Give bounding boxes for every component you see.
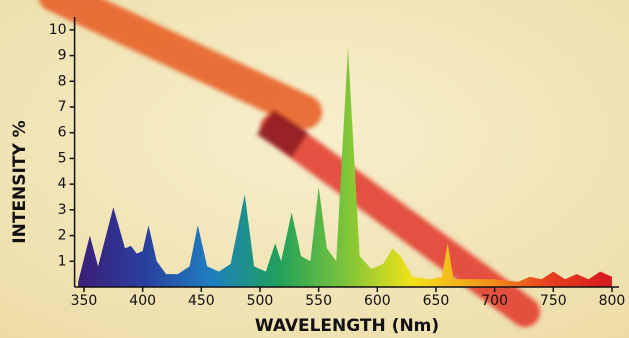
y-tick-label: 7 — [58, 99, 67, 115]
x-tick-label: 700 — [481, 293, 508, 309]
x-tick-label: 750 — [540, 293, 567, 309]
x-tick-label: 600 — [364, 293, 391, 309]
x-axis-title: WAVELENGTH (Nm) — [255, 316, 439, 336]
spectrum-area — [78, 47, 612, 287]
y-tick-label: 9 — [58, 48, 67, 64]
y-tick-label: 3 — [58, 202, 67, 218]
x-tick-label: 500 — [247, 293, 274, 309]
x-tick-label: 450 — [188, 293, 215, 309]
y-tick-label: 5 — [58, 150, 67, 166]
y-tick-label: 8 — [58, 73, 67, 89]
y-axis-title: INTENSITY % — [10, 120, 30, 243]
y-tick-label: 2 — [58, 228, 67, 244]
y-tick-label: 4 — [58, 176, 67, 192]
x-tick-label: 550 — [305, 293, 332, 309]
y-tick-label: 10 — [49, 22, 67, 38]
y-tick-label: 6 — [58, 125, 67, 141]
x-tick-label: 400 — [129, 293, 156, 309]
x-tick-label: 650 — [423, 293, 450, 309]
x-tick-label: 800 — [599, 293, 626, 309]
y-tick-label: 1 — [58, 253, 67, 269]
x-tick-label: 350 — [71, 293, 98, 309]
